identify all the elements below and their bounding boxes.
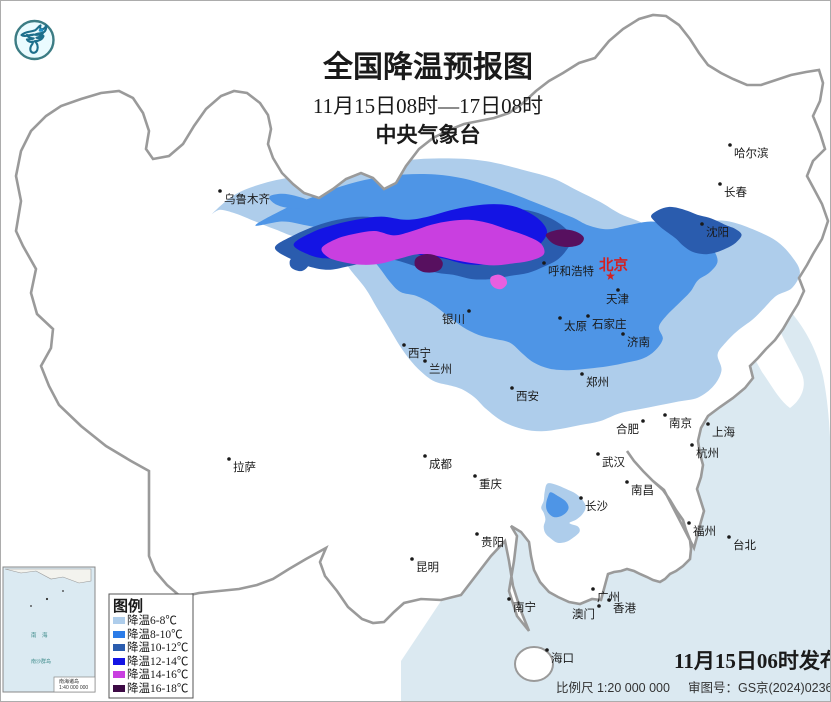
- svg-text:海口: 海口: [551, 651, 574, 665]
- svg-text:武汉: 武汉: [602, 456, 625, 469]
- svg-text:呼和浩特: 呼和浩特: [548, 264, 594, 278]
- svg-text:图例: 图例: [113, 597, 143, 615]
- svg-text:成都: 成都: [429, 458, 452, 471]
- svg-text:降温8-10℃: 降温8-10℃: [127, 627, 183, 641]
- svg-text:降温10-12℃: 降温10-12℃: [127, 640, 189, 654]
- svg-text:昆明: 昆明: [416, 561, 439, 574]
- svg-text:西安: 西安: [516, 389, 539, 403]
- svg-text:郑州: 郑州: [586, 375, 609, 389]
- svg-text:南宁: 南宁: [513, 600, 536, 614]
- svg-text:拉萨: 拉萨: [233, 460, 256, 474]
- svg-text:上海: 上海: [712, 425, 735, 439]
- svg-text:沈阳: 沈阳: [706, 225, 729, 239]
- svg-text:银川: 银川: [442, 312, 465, 326]
- svg-text:兰州: 兰州: [429, 363, 452, 376]
- svg-text:西宁: 西宁: [408, 346, 431, 360]
- svg-text:11月15日06时发布: 11月15日06时发布: [674, 649, 831, 673]
- svg-text:长沙: 长沙: [585, 500, 608, 513]
- svg-text:降温14-16℃: 降温14-16℃: [127, 667, 189, 681]
- svg-text:长春: 长春: [724, 186, 747, 199]
- svg-text:1:40 000 000: 1:40 000 000: [59, 685, 88, 691]
- svg-text:澳门: 澳门: [572, 607, 595, 621]
- svg-text:降温6-8℃: 降温6-8℃: [127, 613, 177, 627]
- svg-text:乌鲁木齐: 乌鲁木齐: [224, 192, 270, 206]
- svg-text:南海诸岛: 南海诸岛: [59, 678, 79, 685]
- svg-text:降温12-14℃: 降温12-14℃: [127, 654, 189, 668]
- svg-text:天津: 天津: [606, 293, 629, 306]
- svg-text:降温16-18℃: 降温16-18℃: [127, 681, 189, 695]
- svg-text:南京: 南京: [669, 416, 692, 430]
- svg-text:贵阳: 贵阳: [481, 536, 504, 549]
- svg-text:比例尺 1:20 000 000: 比例尺 1:20 000 000: [556, 681, 670, 695]
- svg-text:石家庄: 石家庄: [592, 317, 627, 331]
- svg-text:福州: 福州: [693, 524, 716, 538]
- svg-text:杭州: 杭州: [696, 446, 719, 460]
- svg-text:太原: 太原: [564, 320, 587, 333]
- svg-text:南沙群岛: 南沙群岛: [31, 658, 51, 665]
- svg-text:全国降温预报图: 全国降温预报图: [322, 50, 533, 84]
- svg-text:哈尔滨: 哈尔滨: [734, 146, 769, 160]
- svg-text:济南: 济南: [627, 335, 650, 349]
- svg-text:南昌: 南昌: [631, 483, 654, 497]
- svg-text:台北: 台北: [733, 538, 756, 552]
- svg-text:南 海: 南 海: [31, 631, 48, 639]
- svg-text:审图号：GS京(2024)0236号: 审图号：GS京(2024)0236号: [688, 680, 831, 695]
- svg-text:香港: 香港: [613, 602, 636, 615]
- svg-text:中央气象台: 中央气象台: [376, 123, 481, 147]
- svg-text:合肥: 合肥: [616, 422, 639, 436]
- svg-text:11月15日08时—17日08时: 11月15日08时—17日08时: [313, 94, 543, 118]
- svg-text:北京: 北京: [599, 256, 628, 274]
- svg-text:重庆: 重庆: [479, 477, 502, 491]
